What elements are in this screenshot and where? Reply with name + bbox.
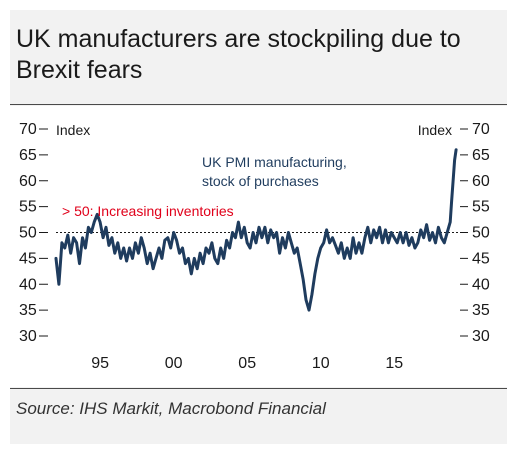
y-tick-label-left: 45 — [19, 250, 37, 267]
plot-area — [10, 106, 507, 387]
right-axis-title: Index — [418, 122, 452, 138]
y-tick-label-right: 40 — [472, 276, 490, 293]
left-axis: 30 35 40 45 50 55 60 65 70 — [19, 121, 48, 345]
title-divider — [10, 104, 507, 105]
y-tick-label-left: 35 — [19, 302, 37, 319]
right-axis: 30 35 40 45 50 55 60 65 70 — [460, 121, 490, 345]
x-tick-label: 00 — [165, 355, 183, 372]
series-label-line-1: UK PMI manufacturing, — [202, 154, 347, 170]
y-tick-label-left: 30 — [19, 328, 37, 345]
x-tick-label: 15 — [385, 355, 403, 372]
y-tick-label-left: 50 — [19, 225, 37, 242]
series-label-line-2: stock of purchases — [202, 173, 319, 189]
x-tick-label: 05 — [238, 355, 256, 372]
left-axis-title: Index — [56, 122, 90, 138]
y-tick-label-left: 55 — [19, 199, 37, 216]
threshold-annotation: > 50: Increasing inventories — [62, 203, 234, 219]
y-tick-label-right: 50 — [472, 225, 490, 242]
source-note: Source: IHS Markit, Macrobond Financial — [16, 399, 326, 418]
y-tick-label-right: 45 — [472, 250, 490, 267]
y-tick-label-right: 55 — [472, 199, 490, 216]
y-tick-label-left: 40 — [19, 276, 37, 293]
y-tick-label-left: 65 — [19, 147, 37, 164]
x-tick-label: 10 — [312, 355, 330, 372]
y-tick-label-left: 70 — [19, 121, 37, 138]
source-divider — [10, 388, 507, 389]
x-axis: 95 00 05 10 15 — [91, 355, 403, 372]
y-tick-label-right: 70 — [472, 121, 490, 138]
y-tick-label-right: 35 — [472, 302, 490, 319]
series-line — [54, 148, 458, 312]
y-tick-label-right: 60 — [472, 173, 490, 190]
y-tick-label-right: 65 — [472, 147, 490, 164]
x-tick-label: 95 — [91, 355, 109, 372]
y-tick-label-right: 30 — [472, 328, 490, 345]
y-tick-label-left: 60 — [19, 173, 37, 190]
chart-title: UK manufacturers are stockpiling due to … — [16, 25, 461, 84]
